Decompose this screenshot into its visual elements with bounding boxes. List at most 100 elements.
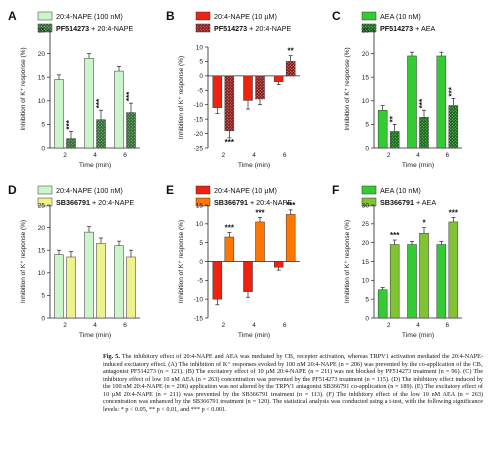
bar-pattern: [126, 112, 136, 148]
y-axis-title: Inhibition of K⁺ response (%): [344, 47, 351, 130]
y-axis-title: Inhibition of K⁺ response (%): [20, 220, 27, 303]
panel-letter: E: [166, 183, 174, 197]
legend-label: AEA (10 nM): [380, 186, 421, 195]
bar-pattern: [448, 105, 458, 148]
x-tick-label: 6: [446, 152, 450, 159]
bar: [114, 70, 124, 149]
x-tick-label: 2: [63, 152, 67, 159]
y-tick-label: 0: [41, 145, 45, 152]
y-tick-label: 10: [196, 221, 204, 228]
y-axis-title: Inhibition of K⁺ response (%): [178, 56, 185, 139]
bar: [436, 55, 447, 149]
y-axis-title: Inhibition of K⁺ response (%): [178, 220, 185, 303]
x-axis-title: Time (min): [79, 162, 111, 169]
y-tick-label: 10: [38, 98, 46, 105]
bar: [407, 244, 417, 319]
legend-label: AEA (10 nM): [380, 12, 421, 21]
x-tick-label: 6: [123, 152, 127, 159]
legend-label: PF514273 + AEA: [380, 24, 436, 33]
bar: [377, 289, 388, 319]
legend-swatch: [361, 197, 377, 207]
bar: [54, 79, 64, 149]
panel-letter: C: [332, 9, 341, 23]
significance-label: ***: [255, 208, 265, 217]
significance-label: ***: [286, 201, 296, 210]
significance-label: ***: [418, 98, 427, 108]
bar-pattern: [66, 138, 76, 148]
y-tick-label: 5: [41, 293, 45, 300]
legend-swatch: [195, 185, 211, 195]
x-tick-label: 6: [283, 322, 287, 329]
significance-label: ***: [65, 119, 74, 129]
x-axis-title: Time (min): [238, 332, 270, 339]
bar: [255, 221, 265, 262]
panel-f: F AEA (10 nM) SB366791 + AEA 0 5 10 15 20 25 30 In…: [332, 183, 462, 339]
legend-swatch: [37, 11, 53, 21]
y-tick-label: -5: [197, 88, 203, 95]
legend-swatch-pattern: [38, 24, 52, 32]
bar-pattern: [224, 75, 234, 131]
bar: [84, 231, 94, 319]
legend-label: SB366791 + 20:4-NAPE: [56, 198, 134, 207]
panel-letter: D: [8, 183, 17, 197]
figure-panels: A 20:4-NAPE (100 nM) PF514273 + 20:4-NAPE 0…: [8, 9, 462, 339]
panel-letter: F: [332, 183, 339, 197]
x-tick-label: 6: [446, 322, 450, 329]
bar-pattern: [390, 131, 400, 148]
bar: [96, 243, 106, 319]
y-tick-label: 10: [196, 44, 204, 51]
legend-swatch: [195, 197, 211, 207]
x-tick-label: 4: [252, 152, 256, 159]
panel-c: C AEA (10 nM) PF514273 + AEA 0 5 10 15 20 25 Inhi…: [332, 9, 462, 169]
bar: [389, 244, 400, 319]
x-tick-label: 4: [93, 152, 97, 159]
significance-label: ***: [390, 231, 400, 240]
bar-pattern: [255, 75, 265, 99]
x-tick-label: 6: [283, 152, 287, 159]
legend-swatch: [361, 185, 377, 195]
x-tick-label: 2: [222, 152, 226, 159]
bar: [273, 75, 284, 82]
bar: [243, 75, 253, 101]
legend-swatch-pattern: [362, 24, 376, 32]
y-tick-label: 10: [362, 98, 370, 105]
x-axis-title: Time (min): [402, 162, 434, 169]
bar: [224, 236, 235, 262]
y-tick-label: -15: [194, 315, 204, 322]
y-tick-label: 5: [199, 59, 203, 66]
y-tick-label: -5: [197, 278, 203, 285]
significance-label: *: [422, 219, 426, 228]
y-tick-label: -25: [194, 145, 204, 152]
significance-label: ***: [449, 208, 459, 217]
y-tick-label: 25: [38, 202, 46, 209]
y-tick-label: 5: [41, 122, 45, 129]
x-tick-label: 4: [93, 322, 97, 329]
bar-pattern: [286, 61, 296, 76]
significance-label: ***: [125, 91, 134, 101]
y-tick-label: -10: [194, 296, 204, 303]
y-tick-label: 15: [362, 75, 370, 82]
legend-label: 20:4-NAPE (10 µM): [214, 12, 277, 21]
y-tick-label: -15: [194, 116, 204, 123]
y-tick-label: 15: [362, 259, 370, 266]
bar: [273, 261, 284, 268]
y-tick-label: 25: [38, 27, 46, 34]
y-tick-label: 10: [38, 270, 46, 277]
bar: [212, 261, 223, 300]
y-tick-label: 0: [41, 315, 45, 322]
legend-label: SB366791 + 20:4-NAPE: [214, 198, 292, 207]
x-axis-title: Time (min): [238, 162, 270, 169]
legend-swatch: [361, 11, 377, 21]
bar-pattern: [419, 117, 429, 148]
figure-caption: Fig. 5. The inhibitory effect of 20:4-NA…: [103, 353, 483, 413]
significance-label: ***: [225, 223, 235, 232]
y-tick-label: 15: [38, 75, 46, 82]
legend-swatch-pattern: [196, 24, 210, 32]
legend-label: 20:4-NAPE (100 nM): [56, 12, 123, 21]
panel-letter: A: [8, 9, 17, 23]
y-tick-label: 0: [199, 259, 203, 266]
x-tick-label: 2: [63, 322, 67, 329]
significance-label: **: [389, 115, 398, 122]
y-tick-label: 20: [362, 51, 370, 58]
x-axis-title: Time (min): [402, 332, 434, 339]
